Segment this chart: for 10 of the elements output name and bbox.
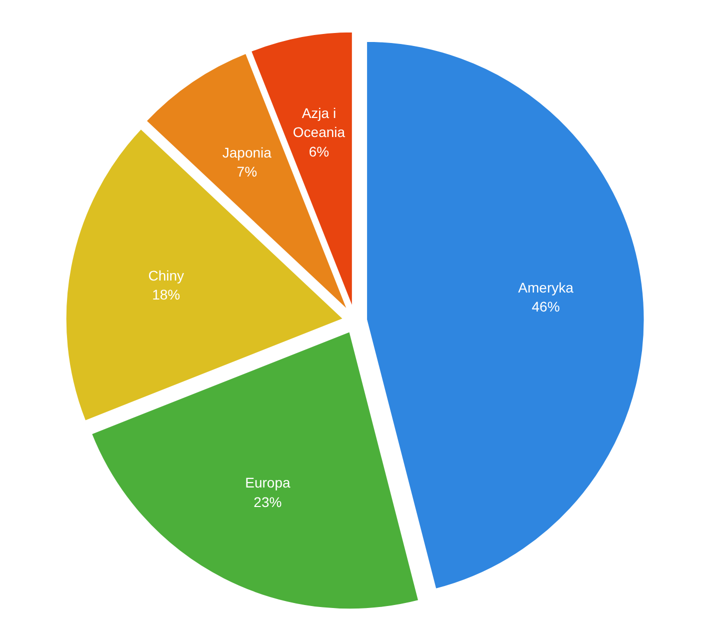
- data-label: 18%: [152, 286, 180, 303]
- slice-label: Azja i Oceania: [292, 104, 346, 140]
- slice-label: Chiny: [148, 267, 184, 284]
- data-label: 23%: [254, 494, 282, 510]
- slice-label: Europa: [245, 474, 290, 491]
- data-label: 46%: [532, 298, 560, 314]
- slice-label: Ameryka: [518, 279, 574, 296]
- data-label: 7%: [236, 164, 258, 180]
- data-label: 6%: [308, 143, 330, 160]
- slice-label: Japonia: [222, 144, 272, 160]
